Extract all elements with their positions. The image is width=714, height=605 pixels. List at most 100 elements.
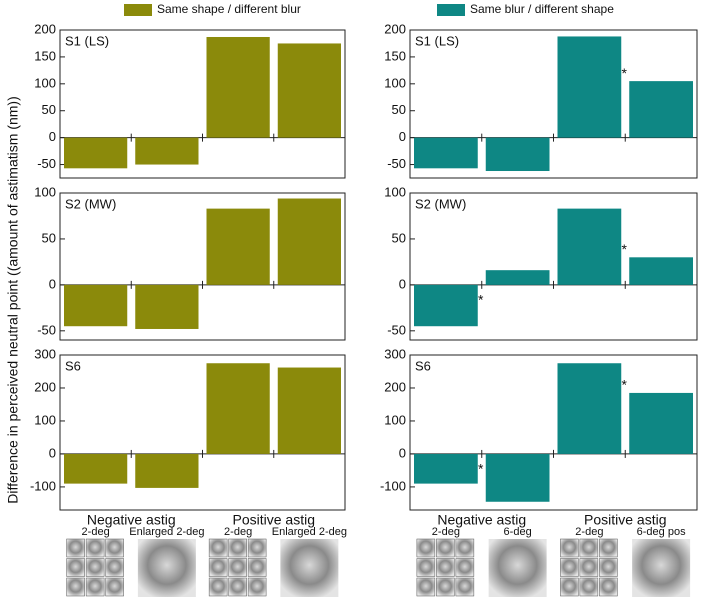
thumbnail-tile <box>560 577 579 597</box>
panel-label: S1 (LS) <box>65 33 109 48</box>
y-tick-label: 300 <box>384 346 406 361</box>
bar <box>557 208 622 285</box>
thumbnail <box>280 539 339 597</box>
thumbnail-tile <box>560 558 579 577</box>
legend-swatch <box>124 4 152 16</box>
image-label: Enlarged 2-deg <box>129 526 204 538</box>
thumbnail-tile <box>416 558 436 577</box>
significance-marker: * <box>622 65 628 81</box>
significance-marker: * <box>622 241 628 257</box>
thumbnail-tile <box>85 577 105 597</box>
thumbnail-tile <box>208 577 228 597</box>
thumbnail-tile <box>436 558 455 577</box>
bar <box>485 453 550 502</box>
group-label: Negative astig <box>437 512 526 528</box>
y-tick-label: 100 <box>34 184 56 199</box>
y-tick-label: 150 <box>34 48 56 63</box>
plot-frame <box>59 192 346 341</box>
panel-label: S2 (MW) <box>415 196 466 211</box>
image-label: Enlarged 2-deg <box>272 526 347 538</box>
thumbnail-tile <box>247 558 267 577</box>
significance-marker: * <box>622 377 628 393</box>
y-tick-label: 200 <box>384 379 406 394</box>
bar <box>206 36 270 138</box>
significance-marker: * <box>478 461 484 477</box>
legend-label: Same blur / different shape <box>470 2 614 16</box>
thumbnail-tile <box>455 538 475 558</box>
bar <box>414 453 478 484</box>
bar <box>277 43 341 138</box>
thumbnail-tile <box>579 538 599 558</box>
y-tick-label: 100 <box>384 412 406 427</box>
thumbnail-tile <box>247 577 267 597</box>
group-label: Positive astig <box>584 512 666 528</box>
thumbnail-tile <box>599 577 618 597</box>
thumbnail-tile <box>579 558 599 577</box>
y-tick-label: 200 <box>34 21 56 36</box>
image-label: 2-deg <box>575 526 603 538</box>
y-axis-label: Difference in perceived neutral point ((… <box>5 96 21 503</box>
image-label: 6-deg <box>504 526 532 538</box>
thumbnail-tile <box>599 558 618 577</box>
thumbnail-tile <box>105 538 124 558</box>
bar <box>629 257 693 285</box>
panel-label: S6 <box>65 358 81 373</box>
y-tick-label: 0 <box>399 276 406 291</box>
image-label: 2-deg <box>432 526 460 538</box>
y-tick-label: 100 <box>384 75 406 90</box>
y-tick-label: 300 <box>34 346 56 361</box>
plot-frame <box>409 354 698 511</box>
bar <box>629 392 693 454</box>
panel-label: S1 (LS) <box>415 33 459 48</box>
bar <box>557 363 622 454</box>
thumbnail-tile <box>85 558 105 577</box>
image-label: 2-deg <box>82 526 110 538</box>
y-tick-label: 150 <box>384 48 406 63</box>
thumbnail-tile <box>66 538 85 558</box>
bar <box>206 363 270 454</box>
thumbnail-tile <box>66 558 85 577</box>
legend-label: Same shape / different blur <box>157 2 301 16</box>
y-tick-label: 50 <box>42 230 56 245</box>
bar <box>277 198 341 285</box>
thumbnail-tile <box>599 538 618 558</box>
thumbnail-tile <box>247 538 267 558</box>
plot-frame <box>59 29 346 179</box>
bar <box>277 367 341 454</box>
y-tick-label: -100 <box>380 478 406 493</box>
thumbnail-tile <box>208 558 228 577</box>
thumbnail-tile <box>85 538 105 558</box>
bar <box>135 453 199 488</box>
bar <box>206 208 270 285</box>
y-tick-label: -50 <box>387 322 406 337</box>
y-tick-label: 0 <box>49 445 56 460</box>
y-tick-label: 100 <box>34 412 56 427</box>
thumbnail-tile <box>105 577 124 597</box>
plot-frame <box>409 192 698 341</box>
panel-label: S2 (MW) <box>65 196 116 211</box>
y-tick-label: 50 <box>42 102 56 117</box>
y-tick-label: 50 <box>392 230 406 245</box>
y-tick-label: 200 <box>384 21 406 36</box>
plot-frame <box>409 29 698 179</box>
bar <box>135 137 199 165</box>
thumbnail-tile <box>105 558 124 577</box>
bar <box>135 284 199 329</box>
legend-swatch <box>437 4 465 16</box>
thumbnail-tile <box>66 577 85 597</box>
y-tick-label: -100 <box>30 478 56 493</box>
thumbnail <box>137 539 196 597</box>
bar <box>64 137 128 169</box>
thumbnail-tile <box>455 577 475 597</box>
bar <box>485 270 550 285</box>
thumbnail-tile <box>560 538 579 558</box>
y-tick-label: -50 <box>37 156 56 171</box>
thumbnail-tile <box>455 558 475 577</box>
y-tick-label: -50 <box>37 322 56 337</box>
thumbnail <box>632 539 691 597</box>
plot-frame <box>59 354 346 511</box>
y-tick-label: 100 <box>384 184 406 199</box>
thumbnail-tile <box>228 577 247 597</box>
panel-label: S6 <box>415 358 431 373</box>
